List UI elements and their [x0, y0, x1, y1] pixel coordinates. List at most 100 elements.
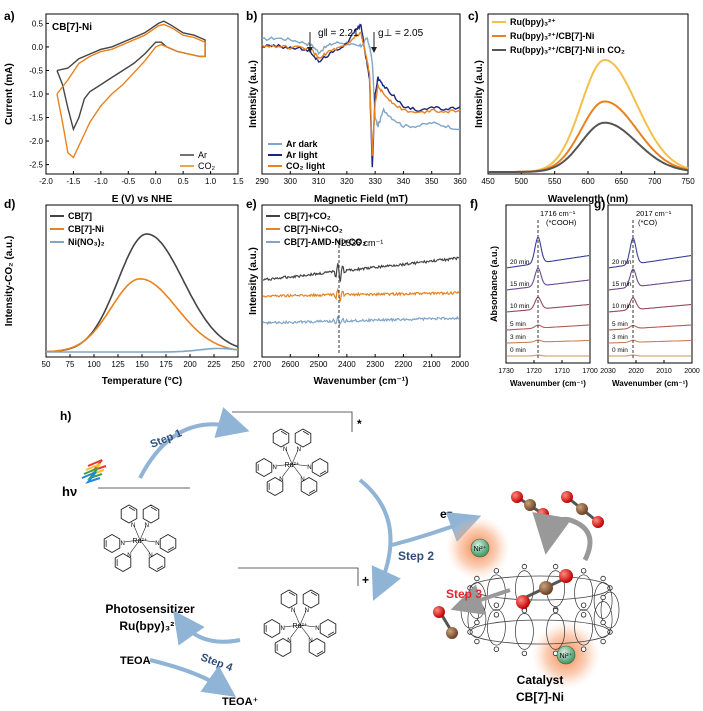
spectrum-line-1	[506, 339, 589, 344]
panel-h-label: h)	[60, 409, 71, 423]
panel-c: c) 450 500 550 600 650 700 750 Wavelength (nm)…	[468, 9, 695, 205]
x-axis-label: Magnetic Field (mT)	[314, 194, 408, 205]
x-tick-label: -1.0	[94, 177, 108, 186]
plot-frame	[261, 13, 461, 175]
cv-line-1	[56, 23, 206, 159]
teoa-plus-label: TEOA⁺	[222, 696, 259, 708]
svg-text:N: N	[148, 553, 152, 559]
annotation-species: (*COOH)	[546, 218, 577, 227]
legend-label: Ru(bpy)₃²⁺/CB[7]-Ni	[510, 31, 594, 41]
x-axis-label: Wavenumber (cm⁻¹)	[612, 379, 688, 388]
x-tick-label: -0.5	[121, 177, 135, 186]
x-tick-label: 1730	[498, 368, 514, 375]
spectrum-line-2	[507, 324, 590, 331]
ir-line-1	[262, 287, 460, 303]
ni-ion-bottom	[556, 645, 576, 665]
co2-molecule-icon	[511, 491, 549, 520]
legend-label-ar: Ar	[198, 150, 207, 160]
x-tick-label: 600	[581, 177, 595, 186]
legend-label: Ru(bpy)₃²⁺/CB[7]-Ni in CO₂	[510, 45, 625, 55]
legend-label: CB[7]+CO₂	[284, 211, 331, 221]
x-ticks: 450 500 550 600 650 700 750	[481, 171, 695, 186]
series-lines	[488, 59, 689, 173]
spectrum-line-1	[608, 339, 691, 344]
x-axis-label: Wavenumber (cm⁻¹)	[510, 379, 586, 388]
co-molecule-icon	[433, 606, 458, 639]
x-tick-label: 100	[87, 360, 101, 369]
x-ticks: 50 75 100 125 150 175 200 225 250	[42, 354, 245, 369]
ni-ion-top	[470, 538, 490, 558]
x-tick-label: 0.0	[150, 177, 162, 186]
series-lines	[56, 20, 206, 159]
electron-label: e⁻	[440, 507, 453, 521]
tpd-line-0	[46, 233, 239, 353]
photosensitizer-formula: Ru(bpy)₃²⁺	[119, 619, 180, 633]
photosensitizer-label: Photosensitizer	[105, 602, 195, 616]
ir-line-2	[262, 315, 460, 327]
step4-arrow	[173, 610, 241, 646]
legend-label: CO₂ light	[286, 161, 325, 171]
step3-label: Step 3	[446, 587, 482, 601]
y-axis-label: Current (mA)	[4, 63, 15, 125]
svg-text:N: N	[308, 638, 312, 644]
plot-frame	[505, 204, 591, 364]
teoa-label: TEOA	[120, 655, 151, 667]
svg-text:N: N	[300, 477, 304, 483]
x-tick-label: 1.0	[205, 177, 217, 186]
svg-text:N: N	[127, 553, 131, 559]
legend-label: Ar light	[286, 150, 318, 160]
legend-label: Ni(NO₃)₂	[68, 237, 105, 247]
plot-frame	[261, 204, 461, 358]
panel-e-label: e)	[246, 197, 257, 211]
time-labels: 0 min 3 min 5 min 10 min 15 min 20 min	[612, 259, 632, 354]
time-label: 20 min	[510, 259, 530, 266]
x-tick-label: 330	[368, 177, 382, 186]
time-label: 10 min	[612, 303, 632, 310]
ru-center-label: Ru²⁺	[293, 622, 308, 630]
x-tick-label: 650	[615, 177, 629, 186]
spectrum-line-5	[608, 237, 692, 269]
cycle-arrow	[532, 512, 593, 562]
series-lines	[608, 237, 692, 357]
co2-molecule-icon	[561, 491, 604, 528]
epr-line-2	[261, 31, 461, 156]
ni-label-top: Ni²⁺	[474, 545, 487, 553]
annotation: 1716 cm⁻¹	[540, 209, 576, 218]
x-tick-label: -2.0	[39, 177, 53, 186]
tpd-line-2	[46, 347, 239, 353]
x-tick-label: 300	[284, 177, 298, 186]
x-tick-label: 50	[42, 360, 51, 369]
y-axis-label: Intensity (a.u.)	[248, 247, 259, 315]
panel-e: e) 2700 2600 2500 2400 2300 2200 2100 2000 2336…	[246, 197, 469, 387]
panel-b: b) 290 300 310 320 330 340 350 360 Magnetic Fie…	[246, 9, 467, 205]
y-tick-label: -2.5	[29, 161, 43, 170]
panel-a: a) CB[7]-Ni -2.0 -1.5 -1.0 -0.5 0.0 0.5 1.0 1.5…	[4, 9, 244, 205]
series-lines	[46, 233, 239, 353]
svg-text:N: N	[280, 626, 284, 632]
x-tick-label: 150	[135, 360, 149, 369]
svg-text:N: N	[279, 477, 283, 483]
time-label: 0 min	[510, 347, 526, 354]
svg-text:N: N	[272, 465, 276, 471]
svg-text:N: N	[287, 638, 291, 644]
x-tick-label: 2100	[423, 360, 441, 369]
annotation-g-perp: g⊥ = 2.05	[378, 28, 424, 39]
x-tick-label: 2700	[253, 360, 271, 369]
plot-frame	[45, 13, 239, 175]
catalyst-cage: Ni²⁺ Ni²⁺	[433, 491, 620, 689]
x-ticks: 290 300 310 320 330 340 350 360	[255, 171, 467, 186]
panel-d: d) 50 75 100 125 150 175 200 225 250 Temperature…	[4, 197, 245, 387]
x-tick-label: 2200	[395, 360, 413, 369]
panel-f: f) 1730 1720 1710 1700 0 min 3 min 5 min 10 mi…	[470, 197, 598, 388]
bracket-reduced	[238, 567, 359, 586]
release-arrow	[450, 584, 511, 615]
svg-text:N: N	[283, 447, 287, 453]
time-label: 20 min	[612, 259, 632, 266]
svg-text:N: N	[305, 608, 309, 614]
spectrum-line-4	[608, 268, 692, 291]
x-tick-label: 175	[159, 360, 173, 369]
x-tick-label: 2400	[338, 360, 356, 369]
x-tick-label: 360	[453, 177, 467, 186]
